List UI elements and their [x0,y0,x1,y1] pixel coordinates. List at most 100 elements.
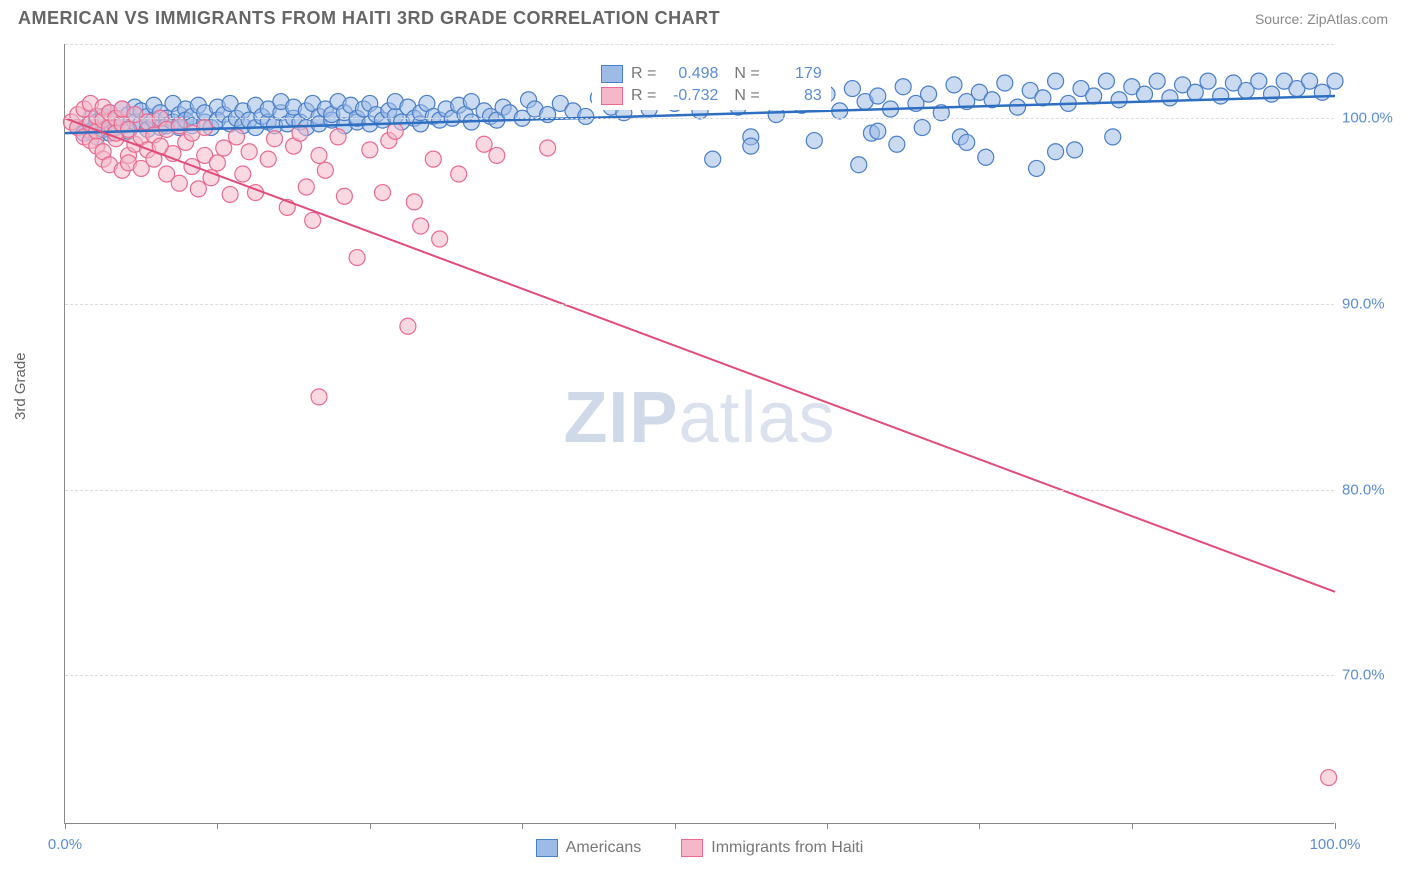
data-point [978,149,994,165]
legend-r-value: 0.498 [664,65,718,83]
data-point [1105,129,1121,145]
data-point [1067,142,1083,158]
data-point [311,147,327,163]
data-point [406,194,422,210]
data-point [235,166,251,182]
data-point [349,250,365,266]
data-point [336,188,352,204]
legend-row: R =-0.732N =83 [595,85,828,107]
legend-n-label: N = [734,87,759,105]
x-tick-label: 100.0% [1310,836,1361,853]
data-point [1111,92,1127,108]
data-point [305,212,321,228]
data-point [889,136,905,152]
data-point [1162,90,1178,106]
data-point [743,138,759,154]
data-point [241,144,257,160]
data-point [228,129,244,145]
data-point [844,81,860,97]
data-point [298,179,314,195]
data-point [1086,88,1102,104]
gridline-h [65,44,1334,45]
data-point [1029,160,1045,176]
legend-swatch [536,839,558,857]
data-point [921,86,937,102]
data-point [1327,73,1343,89]
chart-title: AMERICAN VS IMMIGRANTS FROM HAITI 3RD GR… [18,8,720,29]
trend-line [65,118,1335,592]
data-point [400,318,416,334]
data-point [1302,73,1318,89]
gridline-h [65,118,1334,119]
data-point [451,166,467,182]
data-point [1048,73,1064,89]
data-point [387,123,403,139]
data-point [895,79,911,95]
data-point [476,136,492,152]
data-point [806,133,822,149]
legend-item: Immigrants from Haiti [681,839,863,857]
chart-source: Source: ZipAtlas.com [1255,11,1388,27]
y-tick-label: 100.0% [1342,110,1406,127]
legend-swatch [601,87,623,105]
legend-label: Immigrants from Haiti [711,839,863,857]
data-point [222,186,238,202]
legend-swatch [681,839,703,857]
scatter-svg [65,44,1334,823]
data-point [209,155,225,171]
data-point [997,75,1013,91]
x-tick-mark [1132,823,1133,829]
data-point [171,175,187,191]
data-point [1321,770,1337,786]
data-point [260,151,276,167]
y-axis-label: 3rd Grade [12,352,29,420]
data-point [190,181,206,197]
data-point [311,389,327,405]
y-tick-label: 90.0% [1342,296,1406,313]
data-point [870,88,886,104]
data-point [1048,144,1064,160]
legend-n-value: 83 [768,87,822,105]
legend-label: Americans [566,839,642,857]
x-tick-mark [370,823,371,829]
data-point [362,142,378,158]
gridline-h [65,490,1334,491]
data-point [1187,84,1203,100]
legend-n-value: 179 [768,65,822,83]
data-point [1264,86,1280,102]
data-point [959,134,975,150]
data-point [197,120,213,136]
x-tick-mark [217,823,218,829]
x-tick-label: 0.0% [48,836,82,853]
data-point [914,120,930,136]
data-point [851,157,867,173]
legend-swatch [601,65,623,83]
legend-r-value: -0.732 [664,87,718,105]
data-point [1137,86,1153,102]
y-tick-label: 80.0% [1342,481,1406,498]
x-tick-mark [827,823,828,829]
x-tick-mark [65,823,66,829]
x-tick-mark [675,823,676,829]
data-point [330,129,346,145]
gridline-h [65,675,1334,676]
data-point [1149,73,1165,89]
data-point [216,140,232,156]
data-point [432,231,448,247]
chart-header: AMERICAN VS IMMIGRANTS FROM HAITI 3RD GR… [0,0,1406,33]
gridline-h [65,304,1334,305]
data-point [413,218,429,234]
data-point [317,162,333,178]
data-point [870,123,886,139]
data-point [375,185,391,201]
data-point [578,108,594,124]
x-tick-mark [522,823,523,829]
data-point [1010,99,1026,115]
data-point [425,151,441,167]
data-point [267,131,283,147]
legend-n-label: N = [734,65,759,83]
data-point [1314,84,1330,100]
x-tick-mark [1335,823,1336,829]
correlation-legend: R =0.498N =179R =-0.732N =83 [592,60,831,110]
data-point [1098,73,1114,89]
